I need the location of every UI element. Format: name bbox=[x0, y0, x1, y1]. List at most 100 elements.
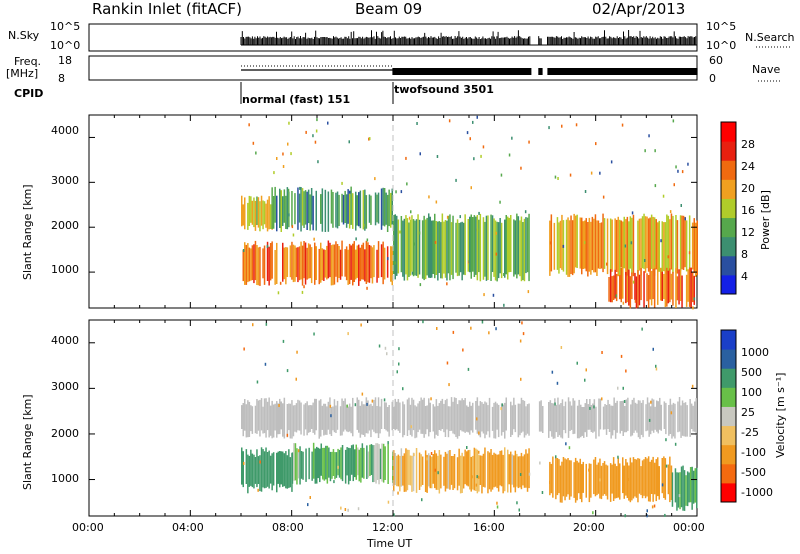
g-vel-cell bbox=[282, 451, 284, 487]
g-power-speckle bbox=[527, 290, 530, 294]
g-power-cell bbox=[250, 196, 252, 223]
g-power-cell bbox=[362, 242, 365, 280]
g-vel-cell bbox=[494, 453, 497, 487]
g-power-cell bbox=[269, 204, 272, 229]
g-vel-cell bbox=[309, 405, 311, 432]
g-power-cell bbox=[347, 249, 349, 285]
g-power-cell bbox=[301, 245, 304, 286]
g-power-speckle bbox=[606, 262, 608, 266]
g-power-cell bbox=[596, 220, 598, 276]
g-power-speckle bbox=[394, 261, 397, 265]
g-vel-cell bbox=[426, 454, 428, 493]
g-vel-cell bbox=[661, 458, 663, 494]
g-power-cell bbox=[332, 244, 334, 286]
g-vel-cell bbox=[674, 468, 677, 503]
g-vel-speckle bbox=[434, 468, 436, 472]
g-power-cell bbox=[417, 214, 419, 278]
g-power-cell bbox=[646, 216, 648, 269]
g-vel-speckle bbox=[422, 320, 424, 324]
g-power-speckle bbox=[368, 137, 370, 141]
g-power-cell bbox=[568, 220, 571, 277]
g-power-cell bbox=[456, 219, 459, 277]
g-power-cell bbox=[660, 267, 662, 301]
g-vel-cell bbox=[367, 451, 370, 478]
g-power-cell bbox=[358, 244, 360, 286]
g-vel-cell bbox=[417, 403, 419, 433]
velocity-colorbar-step bbox=[721, 406, 736, 427]
g-vel-cell bbox=[370, 444, 373, 475]
g-vel-speckle bbox=[437, 471, 439, 475]
g-power-cell bbox=[666, 267, 668, 307]
g-power-speckle bbox=[499, 200, 501, 204]
g-power-cell bbox=[356, 245, 358, 278]
g-power-cell bbox=[519, 220, 521, 277]
g-vel-cell bbox=[683, 402, 685, 437]
g-vel-cell bbox=[312, 442, 315, 479]
g-vel-speckle bbox=[565, 442, 567, 446]
g-vel-speckle bbox=[519, 339, 522, 343]
g-power-cell bbox=[352, 243, 354, 286]
g-vel-cell bbox=[689, 399, 691, 437]
g-vel-cell bbox=[604, 404, 606, 430]
g-power-cell bbox=[262, 200, 264, 230]
g-vel-speckle bbox=[674, 442, 677, 446]
g-vel-cell bbox=[303, 404, 305, 436]
g-vel-speckle bbox=[522, 332, 525, 336]
power-ylabel: Slant Range [km] bbox=[21, 184, 34, 280]
g-vel-cell bbox=[526, 404, 529, 434]
g-power-cell bbox=[650, 270, 653, 306]
g-vel-speckle bbox=[398, 347, 400, 351]
g-power-cell bbox=[393, 215, 395, 275]
g-vel-cell bbox=[484, 447, 486, 488]
g-vel-cell bbox=[642, 400, 644, 438]
g-power-cell bbox=[650, 214, 653, 269]
g-vel-cell bbox=[567, 397, 570, 438]
g-power-cell bbox=[332, 192, 334, 228]
g-vel-cell bbox=[682, 465, 684, 511]
g-vel-cell bbox=[257, 400, 260, 431]
g-power-cell bbox=[315, 190, 317, 231]
g-power-speckle bbox=[435, 200, 438, 204]
g-power-cell bbox=[282, 242, 284, 282]
g-vel-cell bbox=[616, 400, 618, 433]
g-vel-cell bbox=[479, 455, 482, 485]
g-power-cell bbox=[254, 200, 257, 231]
g-vel-cell bbox=[577, 462, 580, 494]
g-power-speckle bbox=[549, 241, 552, 245]
g-vel-cell bbox=[692, 405, 694, 432]
g-power-cell bbox=[522, 222, 524, 281]
velocity-colorbar-step bbox=[721, 349, 736, 369]
g-power-cell bbox=[462, 222, 465, 275]
power-cb-tick-20: 20 bbox=[741, 182, 755, 195]
g-power-cell bbox=[306, 247, 308, 280]
g-vel-cell bbox=[668, 405, 670, 436]
g-vel-cell bbox=[462, 400, 465, 432]
g-vel-cell bbox=[625, 459, 627, 496]
g-vel-cell bbox=[245, 449, 248, 484]
g-power-speckle bbox=[419, 152, 421, 156]
g-power-cell bbox=[504, 219, 506, 278]
g-vel-cell bbox=[320, 443, 322, 476]
g-power-cell bbox=[609, 269, 612, 303]
g-power-speckle bbox=[395, 190, 397, 194]
g-vel-cell bbox=[420, 397, 422, 434]
g-power-cell bbox=[345, 194, 348, 228]
g-vel-cell bbox=[455, 398, 457, 437]
g-power-cell bbox=[590, 221, 592, 275]
g-vel-cell bbox=[289, 403, 292, 439]
g-power-cell bbox=[676, 276, 679, 301]
g-vel-cell bbox=[659, 397, 661, 430]
g-vel-cell bbox=[640, 466, 642, 496]
g-power-speckle bbox=[511, 136, 513, 140]
power-colorbar-step bbox=[721, 122, 736, 142]
g-vel-cell bbox=[346, 447, 348, 476]
g-vel-cell bbox=[314, 398, 316, 435]
g-power-speckle bbox=[672, 119, 675, 123]
g-vel-speckle bbox=[652, 347, 654, 351]
g-vel-cell bbox=[305, 448, 307, 482]
power-ytick-3000: 3000 bbox=[51, 174, 79, 187]
g-power-speckle bbox=[528, 140, 530, 144]
g-vel-cell bbox=[347, 447, 350, 485]
g-vel-cell bbox=[242, 451, 244, 488]
g-vel-cell bbox=[263, 451, 266, 489]
